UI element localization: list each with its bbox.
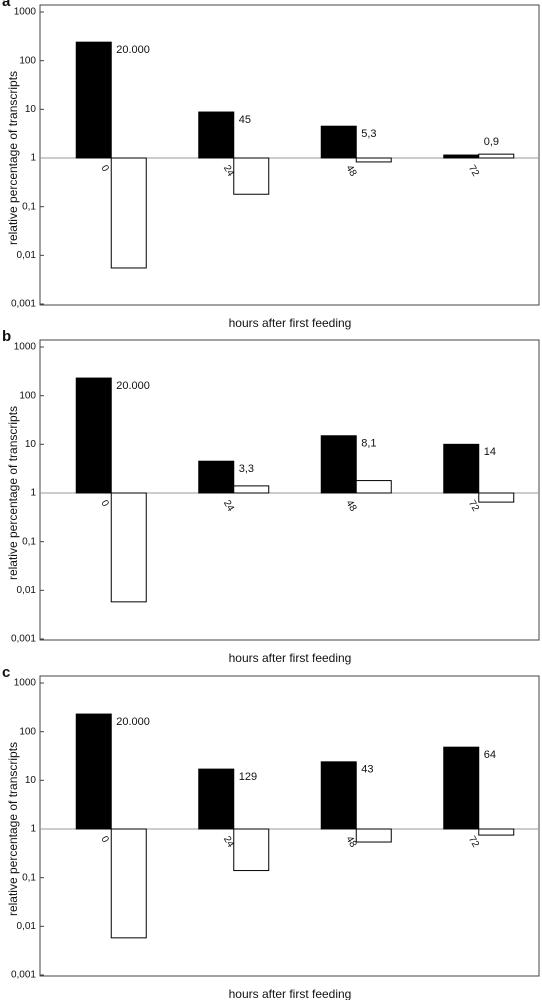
annotation: 5,3 <box>361 128 376 140</box>
x-axis-label: hours after first feeding <box>229 316 352 330</box>
y-tick-label: 10 <box>25 439 37 450</box>
bar <box>320 435 357 494</box>
y-tick-label: 100 <box>19 390 36 401</box>
y-tick-label: 0,01 <box>17 250 37 261</box>
y-axis-label: relative percentage of transcripts <box>6 742 20 916</box>
bar <box>320 125 357 159</box>
y-tick-label: 0,01 <box>17 921 37 932</box>
bar <box>75 377 112 494</box>
x-axis-label: hours after first feeding <box>229 987 352 1000</box>
bar <box>355 480 392 494</box>
annotation: 129 <box>239 771 257 783</box>
bar <box>355 828 392 843</box>
annotation: 64 <box>484 749 496 761</box>
x-tick-label: 72 <box>466 834 481 850</box>
bar <box>233 485 270 494</box>
bar <box>443 154 480 159</box>
bar <box>478 828 515 836</box>
bar <box>198 768 235 830</box>
x-tick-label: 72 <box>466 163 481 179</box>
x-tick-label: 24 <box>221 834 236 850</box>
y-tick-label: 0,001 <box>11 970 36 981</box>
bar <box>478 492 515 503</box>
bar <box>355 157 392 163</box>
y-tick-label: 1 <box>30 824 36 835</box>
y-tick-label: 100 <box>19 726 36 737</box>
y-tick-label: 1 <box>30 153 36 164</box>
bar <box>233 828 270 872</box>
bar <box>320 761 357 830</box>
bar <box>75 41 112 159</box>
annotation: 45 <box>239 114 251 126</box>
y-tick-label: 10 <box>25 104 37 115</box>
x-tick-label: 48 <box>343 498 358 514</box>
bar <box>110 492 147 603</box>
plot-frame <box>39 675 540 977</box>
x-tick-label: 48 <box>343 834 358 850</box>
annotation: 0,9 <box>484 136 499 148</box>
annotation: 14 <box>484 446 496 458</box>
y-tick-label: 100 <box>19 55 36 66</box>
y-tick-label: 0,1 <box>22 201 36 212</box>
annotation: 20.000 <box>116 716 150 728</box>
x-tick-label: 0 <box>98 163 111 174</box>
annotation: 20.000 <box>116 380 150 392</box>
y-tick-label: 1000 <box>14 678 37 689</box>
plot-frame <box>39 339 540 641</box>
x-tick-label: 72 <box>466 498 481 514</box>
plot-frame <box>39 4 540 306</box>
x-tick-label: 24 <box>221 163 236 179</box>
panel-label: b <box>2 328 11 345</box>
x-tick-label: 0 <box>98 834 111 845</box>
annotation: 43 <box>361 764 373 776</box>
bar <box>75 713 112 830</box>
bar <box>198 111 235 159</box>
x-tick-label: 24 <box>221 498 236 514</box>
y-tick-label: 0,1 <box>22 536 36 547</box>
bar <box>478 153 515 159</box>
y-tick-label: 0,01 <box>17 585 37 596</box>
x-tick-label: 48 <box>343 163 358 179</box>
x-axis-label: hours after first feeding <box>229 651 352 665</box>
y-tick-label: 0,1 <box>22 872 36 883</box>
bar <box>233 157 270 195</box>
annotation: 8,1 <box>361 438 376 450</box>
bar <box>110 828 147 939</box>
panel-label: a <box>2 0 11 10</box>
bar <box>443 746 480 830</box>
y-axis-label: relative percentage of transcripts <box>6 406 20 580</box>
y-tick-label: 0,001 <box>11 299 36 310</box>
y-tick-label: 0,001 <box>11 634 36 645</box>
y-tick-label: 1000 <box>14 7 37 18</box>
y-tick-label: 1 <box>30 488 36 499</box>
panel-label: c <box>2 664 10 681</box>
bar <box>443 443 480 494</box>
y-tick-label: 10 <box>25 775 37 786</box>
bar <box>198 460 235 494</box>
annotation: 20.000 <box>116 44 150 56</box>
y-tick-label: 1000 <box>14 342 37 353</box>
bar <box>110 157 147 269</box>
x-tick-label: 0 <box>98 498 111 509</box>
annotation: 3,3 <box>239 463 254 475</box>
y-axis-label: relative percentage of transcripts <box>6 71 20 245</box>
